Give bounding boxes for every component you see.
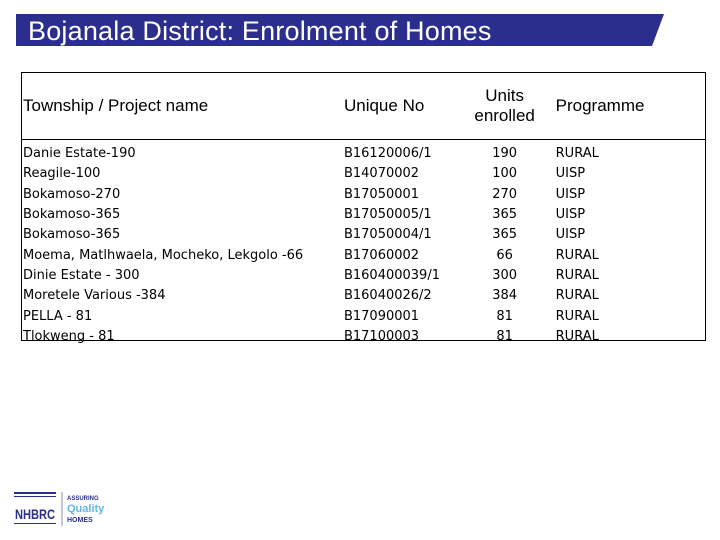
logo-line3: HOMES [67,517,93,524]
table-row: Moretele Various -384 B16040026/2 384 RU… [21,286,706,306]
cell-unique-no: B17050001 [343,186,420,202]
page-title: Bojanala District: Enrolment of Homes [28,16,492,46]
logo-line2: Quality [67,503,105,515]
cell-township: Bokamoso-365 [23,207,121,223]
cell-township: Moretele Various -384 [23,288,166,304]
cell-units: 365 [492,207,518,223]
cell-units: 384 [492,288,518,304]
table-row: Danie Estate-190 B16120006/1 190 RURAL [21,140,706,165]
cell-township: Danie Estate-190 [23,146,136,162]
table-header-row: Township / Project name Unique No Units … [21,72,706,140]
cell-township: Reagile-100 [23,166,101,182]
table-row: Bokamoso-365 B17050004/1 365 UISP [21,225,706,245]
cell-township: Dinie Estate - 300 [23,267,140,283]
cell-units: 81 [496,328,513,344]
cell-units: 100 [492,166,518,182]
table-row: Bokamoso-270 B17050001 270 UISP [21,185,706,205]
cell-units: 270 [492,186,518,202]
header-units-line2: enrolled [474,105,535,125]
table-row: Tlokweng - 81 B17100003 81 RURAL [21,327,706,347]
cell-programme: RURAL [555,288,599,304]
title-banner: Bojanala District: Enrolment of Homes [16,14,664,46]
title-banner-shape [16,14,664,46]
cell-units: 66 [496,247,513,263]
cell-units: 190 [492,146,518,162]
cell-programme: UISP [555,207,586,223]
cell-programme: RURAL [555,146,599,162]
cell-programme: RURAL [555,267,599,283]
cell-township: PELLA - 81 [23,308,93,324]
cell-programme: UISP [555,227,586,243]
cell-unique-no: B17050005/1 [343,207,432,223]
cell-units: 365 [492,227,518,243]
cell-unique-no: B14070002 [343,166,420,182]
cell-township: Bokamoso-270 [23,186,121,202]
cell-unique-no: B17050004/1 [343,227,432,243]
header-programme: Programme [553,72,706,140]
header-unique-no: Unique No [341,72,456,140]
nhbrc-logo-graphic: NHBRC ASSURING Quality HOMES [14,492,105,526]
cell-unique-no: B17060002 [343,247,420,263]
cell-units: 81 [496,308,513,324]
table-row: Moema, Matlhwaela, Mocheko, Lekgolo -66 … [21,245,706,265]
cell-programme: UISP [555,166,586,182]
cell-programme: UISP [555,186,586,202]
table-row: Bokamoso-365 B17050005/1 365 UISP [21,205,706,225]
cell-unique-no: B16040026/2 [343,288,432,304]
cell-unique-no: B17090001 [343,308,420,324]
header-township: Township / Project name [21,72,342,140]
enrolment-table: Township / Project name Unique No Units … [21,72,706,347]
cell-unique-no: B160400039/1 [343,267,440,283]
nhbrc-logo: NHBRC ASSURING Quality HOMES [12,490,130,530]
cell-township: Moema, Matlhwaela, Mocheko, Lekgolo -66 [23,247,304,263]
cell-unique-no: B16120006/1 [343,146,432,162]
cell-unique-no: B17100003 [343,328,420,344]
cell-programme: RURAL [555,308,599,324]
header-units-line1: Units [485,85,524,105]
cell-programme: RURAL [555,247,599,263]
table-row: PELLA - 81 B17090001 81 RURAL [21,306,706,326]
header-units-enrolled: Units enrolled [455,72,554,140]
cell-units: 300 [492,267,518,283]
table-row: Reagile-100 B14070002 100 UISP [21,164,706,184]
cell-township: Bokamoso-365 [23,227,121,243]
cell-programme: RURAL [555,328,599,344]
svg-text:NHBRC: NHBRC [15,506,55,522]
logo-line1: ASSURING [67,496,99,502]
table-row: Dinie Estate - 300 B160400039/1 300 RURA… [21,266,706,286]
cell-township: Tlokweng - 81 [23,328,115,344]
